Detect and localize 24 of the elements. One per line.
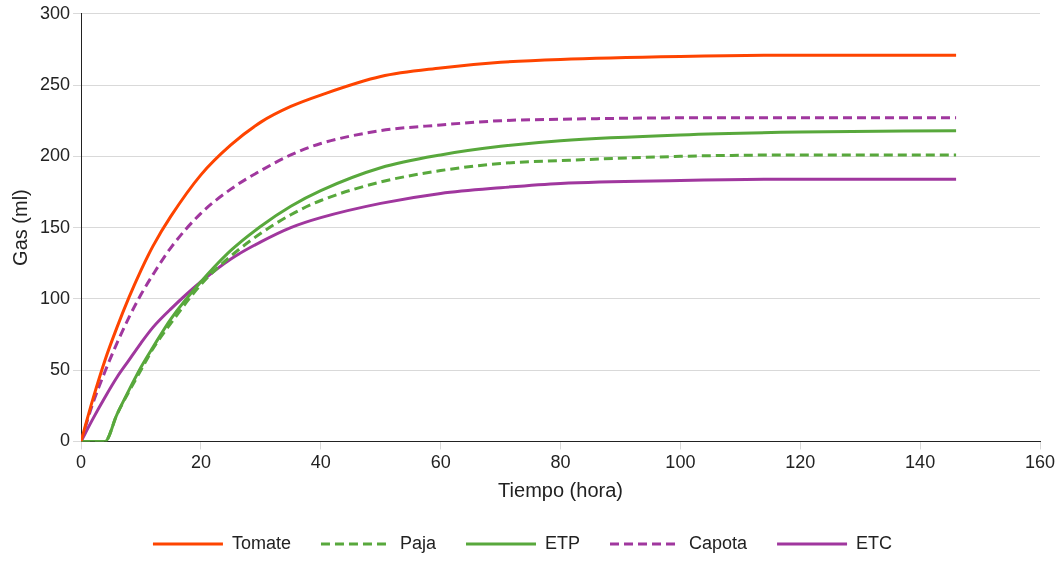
legend-label: Tomate <box>231 532 291 553</box>
y-tick-label: 0 <box>60 430 71 451</box>
y-tick-label: 300 <box>39 2 71 23</box>
y-tick-label: 250 <box>39 74 71 95</box>
legend-label: ETC <box>856 532 893 553</box>
x-axis-title: Tiempo (hora) <box>498 478 623 501</box>
x-tick-label: 80 <box>550 452 571 473</box>
x-tick-label: 140 <box>905 452 936 473</box>
x-tick-label: 160 <box>1024 452 1056 473</box>
y-axis-title: Gas (ml) <box>8 189 31 266</box>
legend-label: Paja <box>399 532 437 553</box>
line-series <box>81 53 958 442</box>
legend-label: ETP <box>545 532 581 553</box>
y-tick-label: 150 <box>39 216 71 237</box>
x-tick-label: 0 <box>76 452 87 473</box>
x-tick-label: 60 <box>430 452 451 473</box>
x-tick-label: 20 <box>190 452 211 473</box>
x-tick-label: 120 <box>785 452 816 473</box>
x-tick-label: 100 <box>665 452 696 473</box>
y-tick-label: 200 <box>39 145 71 166</box>
y-tick-label: 50 <box>50 359 71 380</box>
y-tick-label: 100 <box>39 287 71 308</box>
legend-label: Capota <box>689 532 749 553</box>
x-tick-label: 40 <box>310 452 331 473</box>
